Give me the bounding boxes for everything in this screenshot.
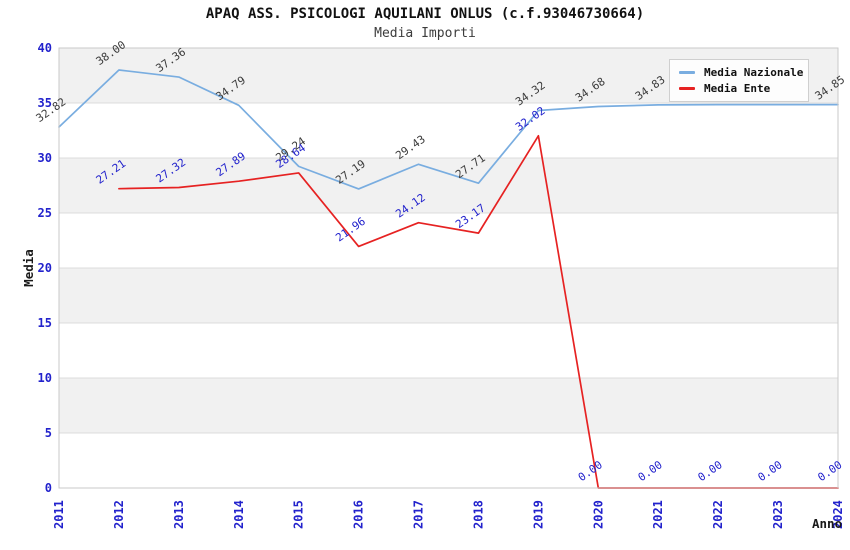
y-tick-label: 10 [38, 371, 52, 385]
x-tick-label: 2012 [112, 500, 126, 529]
x-tick-label: 2017 [412, 500, 426, 529]
x-tick-label: 2016 [352, 500, 366, 529]
y-tick-label: 40 [38, 41, 52, 55]
data-point-label: 32.02 [513, 104, 548, 134]
plot-band [59, 158, 838, 213]
svg-text:32.02: 32.02 [513, 104, 548, 134]
y-tick-label: 25 [38, 206, 52, 220]
data-point-label: 0.00 [576, 458, 605, 484]
nazionale-line-swatch-icon [679, 71, 695, 74]
data-point-label: 0.00 [636, 458, 665, 484]
y-tick-label: 35 [38, 96, 52, 110]
svg-text:0.00: 0.00 [755, 458, 784, 484]
data-point-label: 0.00 [755, 458, 784, 484]
legend: Media Nazionale Media Ente [669, 59, 809, 102]
x-tick-label: 2014 [232, 500, 246, 529]
legend-item-media-nazionale: Media Nazionale [679, 66, 804, 79]
legend-label-ente: Media Ente [704, 82, 771, 95]
data-point-label: 21.96 [333, 215, 368, 245]
x-tick-label: 2019 [531, 500, 545, 529]
legend-item-media-ente: Media Ente [679, 82, 804, 95]
y-tick-label: 5 [45, 426, 52, 440]
svg-text:0.00: 0.00 [636, 458, 665, 484]
x-tick-label: 2011 [52, 500, 66, 529]
y-tick-label: 15 [38, 316, 52, 330]
chart-subtitle: Media Importi [374, 26, 476, 41]
x-tick-label: 2021 [651, 500, 665, 529]
svg-text:0.00: 0.00 [696, 458, 725, 484]
y-tick-label: 20 [38, 261, 52, 275]
y-tick-label: 0 [45, 481, 52, 495]
x-tick-label: 2024 [831, 500, 845, 529]
legend-label-nazionale: Media Nazionale [704, 66, 804, 79]
plot-band [59, 378, 838, 433]
svg-text:0.00: 0.00 [576, 458, 605, 484]
x-tick-label: 2018 [471, 500, 485, 529]
svg-text:21.96: 21.96 [333, 215, 368, 245]
data-point-label: 0.00 [696, 458, 725, 484]
x-tick-label: 2023 [771, 500, 785, 529]
y-tick-label: 30 [38, 151, 52, 165]
chart-title: APAQ ASS. PSICOLOGI AQUILANI ONLUS (c.f.… [205, 6, 645, 22]
plot-border [58, 47, 839, 489]
plot-band [59, 268, 838, 323]
x-tick-label: 2022 [711, 500, 725, 529]
y-axis-title: Media [21, 249, 36, 287]
data-point-label: 0.00 [815, 458, 844, 484]
x-tick-label: 2013 [172, 500, 186, 529]
ente-line-swatch-icon [679, 87, 695, 90]
x-axis-title: Anno [812, 516, 842, 531]
series-line-media-nazionale [58, 69, 839, 190]
x-tick-label: 2020 [591, 500, 605, 529]
svg-text:0.00: 0.00 [815, 458, 844, 484]
x-tick-label: 2015 [292, 500, 306, 529]
